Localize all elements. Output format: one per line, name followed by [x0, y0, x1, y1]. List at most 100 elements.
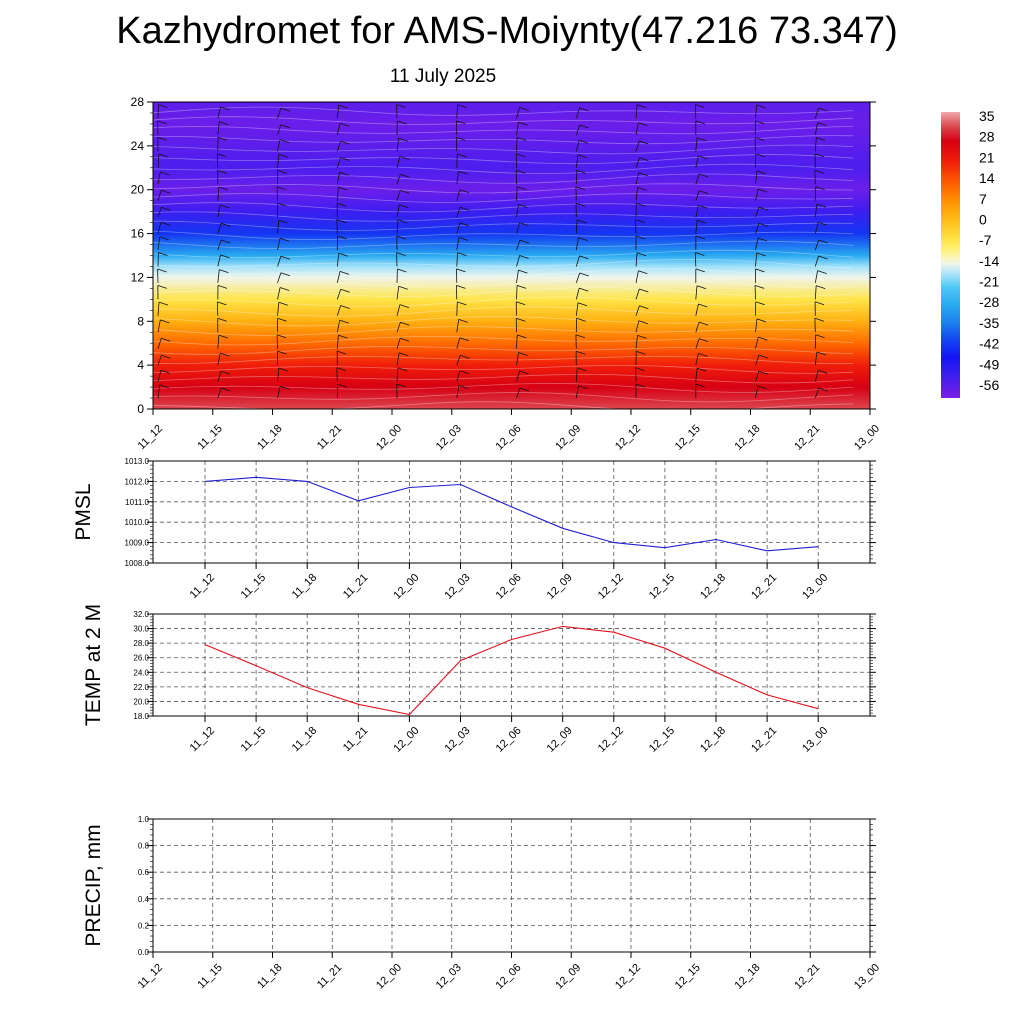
wind-barb	[157, 171, 161, 185]
wind-barb-flag	[277, 202, 287, 207]
wind-barb-flag	[336, 219, 346, 223]
wind-barb-flag	[277, 350, 287, 355]
wind-barb	[814, 122, 818, 135]
wind-barb-flag	[516, 285, 527, 289]
contour-line	[153, 316, 854, 327]
wind-barb	[456, 252, 458, 267]
x-tick-label: 12_15	[673, 962, 703, 992]
wind-barb-flag	[339, 122, 350, 127]
y-tick-label: 0.2	[138, 921, 150, 930]
x-tick-label: 12_00	[391, 572, 421, 602]
wind-barb	[157, 236, 161, 251]
wind-barb-flag	[161, 354, 171, 359]
heatmap-panel: 0 4 8 12 16 20 24 28 11_12 11_15 11_18 11_21 12_00 12…	[131, 95, 888, 453]
contour-line	[153, 116, 854, 125]
wind-barb	[575, 107, 580, 119]
wind-barb-flag	[280, 272, 291, 277]
colorbar-label: -56	[979, 377, 999, 393]
wind-barb	[336, 305, 341, 316]
wind-barb	[336, 271, 341, 283]
wind-barb	[875, 318, 876, 332]
wind-barb-flag	[338, 186, 348, 191]
wind-barb-flag	[818, 239, 828, 244]
wind-barb	[396, 338, 401, 349]
wind-barb	[516, 334, 518, 349]
wind-barb	[695, 321, 700, 333]
wind-barb-flag	[638, 270, 648, 275]
y-axis-label: PRECIP, mm	[82, 824, 105, 946]
pmsl-panel: 1008.0 1009.0 1010.0 1011.0 1012.0 1013.0 11_1…	[72, 457, 876, 602]
wind-barb-flag	[636, 350, 646, 355]
wind-barb-flag	[516, 317, 526, 322]
wind-barb	[755, 252, 758, 267]
wind-barb-flag	[879, 273, 888, 276]
wind-barb-flag	[818, 107, 828, 112]
wind-barb-flag	[399, 352, 409, 357]
contour-line	[153, 336, 854, 346]
wind-barb-flag	[578, 237, 588, 241]
contour-line	[153, 183, 854, 194]
wind-barb-flag	[817, 221, 828, 226]
x-tick-label: 12_21	[749, 725, 779, 755]
wind-barb-flag	[755, 301, 765, 306]
x-tick-label: 12_03	[434, 962, 464, 992]
y-tick-label: 32.0	[133, 610, 149, 619]
wind-barb-flag	[878, 107, 887, 110]
y-tick-label: 1009.0	[125, 539, 150, 548]
wind-barb-flag	[157, 136, 167, 141]
colorbar-label: -14	[979, 253, 999, 269]
wind-barb	[814, 239, 820, 251]
wind-barb	[277, 386, 281, 399]
contour-line	[153, 144, 854, 155]
wind-barb	[277, 238, 281, 251]
wind-barb-flag	[875, 203, 884, 206]
wind-barb	[635, 335, 638, 349]
wind-barb-flag	[337, 383, 347, 388]
wind-barb-flag	[877, 385, 886, 388]
wind-barb-flag	[576, 219, 587, 224]
wind-barb	[814, 107, 819, 119]
wind-barb-flag	[339, 171, 349, 176]
wind-barb-flag	[158, 252, 168, 256]
wind-barb-flag	[635, 235, 646, 240]
wind-barb-flag	[754, 285, 765, 289]
x-tick-label: 11_21	[341, 725, 371, 755]
wind-barb	[157, 355, 162, 366]
wind-barb-flag	[876, 170, 885, 173]
wind-barb-flag	[579, 272, 589, 277]
wind-barb-flag	[698, 155, 708, 160]
wind-barb-flag	[220, 254, 230, 259]
wind-barb-flag	[400, 321, 410, 326]
wind-barb-flag	[159, 384, 169, 389]
y-axis-label: PMSL	[72, 483, 95, 540]
x-tick-label: 12_15	[673, 423, 703, 453]
wind-barb	[157, 190, 162, 201]
wind-barb	[277, 124, 282, 136]
wind-barb-flag	[400, 337, 410, 342]
wind-barb-flag	[695, 235, 706, 240]
x-tick-label: 11_18	[255, 962, 285, 992]
wind-barb	[277, 220, 280, 234]
wind-barb-flag	[397, 268, 407, 273]
wind-barb	[157, 207, 162, 218]
wind-barb-flag	[579, 107, 589, 112]
wind-barb-flag	[639, 157, 649, 162]
wind-barb-flag	[575, 350, 586, 355]
wind-barb-flag	[636, 202, 646, 207]
wind-barb	[396, 322, 401, 333]
wind-barb-flag	[814, 169, 825, 174]
wind-barb-flag	[458, 170, 468, 175]
wind-barb-flag	[220, 106, 230, 111]
wind-barb	[755, 237, 759, 251]
wind-barb-flag	[278, 219, 288, 224]
contour-line	[153, 306, 854, 317]
wind-barb	[516, 204, 519, 218]
contour-line	[153, 154, 854, 165]
contour-line	[153, 382, 854, 393]
wind-barb-flag	[157, 268, 167, 273]
wind-barb	[575, 272, 581, 284]
wind-barb-flag	[396, 104, 406, 108]
panel-frame	[152, 460, 871, 564]
x-tick-label: 12_09	[545, 725, 575, 755]
wind-barb-flag	[458, 319, 468, 323]
